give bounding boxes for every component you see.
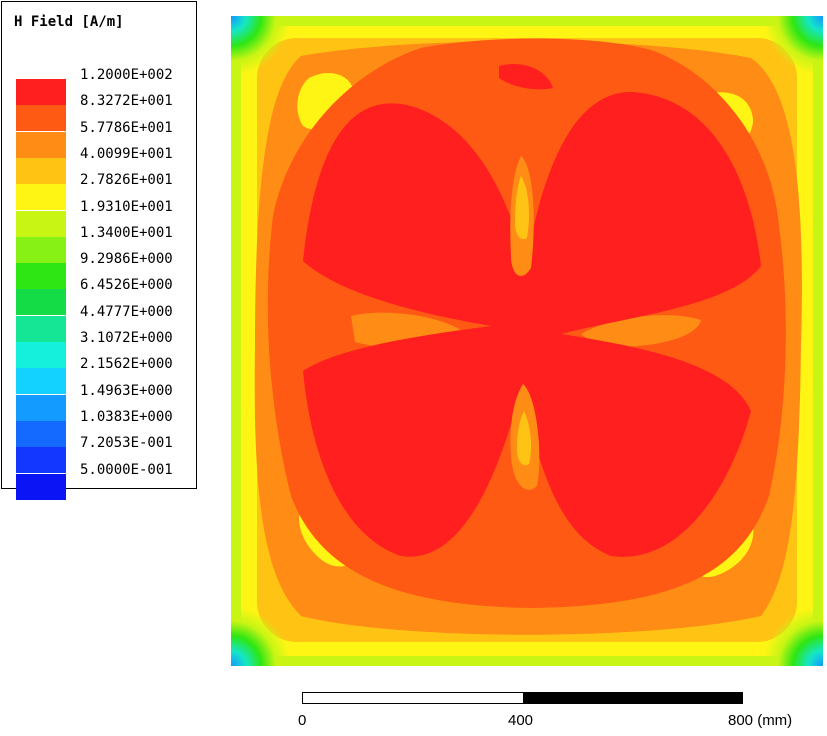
scale-tick-0: 0 [298,712,307,729]
corner-tl [231,16,291,76]
scale-bar [302,692,743,704]
legend-label: 5.7786E+001 [80,119,173,136]
legend-label: 8.3272E+001 [80,93,173,110]
legend-swatch [16,105,66,132]
corner-tr [763,16,823,76]
legend-label: 1.4963E+000 [80,382,173,399]
spike-bottom-core [517,411,532,466]
legend-swatch [16,394,66,421]
pocket-orange-right [581,315,701,347]
legend-label: 2.1562E+000 [80,356,173,373]
corner-br [763,606,823,666]
scale-tick-800: 800 (mm) [728,712,793,729]
legend-swatch [16,289,66,316]
legend-swatch [16,473,66,500]
legend-swatch [16,131,66,158]
top-red-notch [499,64,553,90]
legend-swatch [16,184,66,211]
legend-label: 3.1072E+000 [80,330,173,346]
legend-label: 6.4526E+000 [80,277,173,294]
legend-label: 1.0383E+000 [80,408,173,425]
legend-label: 4.4777E+000 [80,303,173,320]
legend-swatch [16,315,66,342]
legend-label: 1.2000E+002 [80,67,173,83]
legend-swatch [16,236,66,263]
legend-label: 1.9310E+001 [80,198,173,215]
field-plot [231,16,823,666]
legend-swatch [16,368,66,395]
legend-swatch [16,263,66,290]
legend-title: H Field [A/m] [14,14,124,30]
scale-tick-400: 400 [508,712,534,729]
legend-swatch [16,342,66,368]
legend-swatch [16,420,66,447]
legend-label: 1.3400E+001 [80,224,173,241]
legend-swatch [16,210,66,237]
legend-label: 7.2053E-001 [80,435,173,452]
region-red [303,92,761,557]
scale-bar-white [303,693,523,703]
scale-bar-black [522,693,742,703]
legend-label: 2.7826E+001 [80,172,173,189]
legend-label: 5.0000E-001 [80,461,173,478]
legend-label: 9.2986E+000 [80,251,173,268]
legend-label: 4.0099E+001 [80,145,173,162]
spike-top-core [515,176,529,240]
color-legend: H Field [A/m] 1.2000E+002 8.3272E+001 5.77… [1,1,197,500]
legend-swatch [16,447,66,474]
corner-bl [231,606,291,666]
legend-swatch [16,157,66,184]
legend-swatch [16,79,66,105]
